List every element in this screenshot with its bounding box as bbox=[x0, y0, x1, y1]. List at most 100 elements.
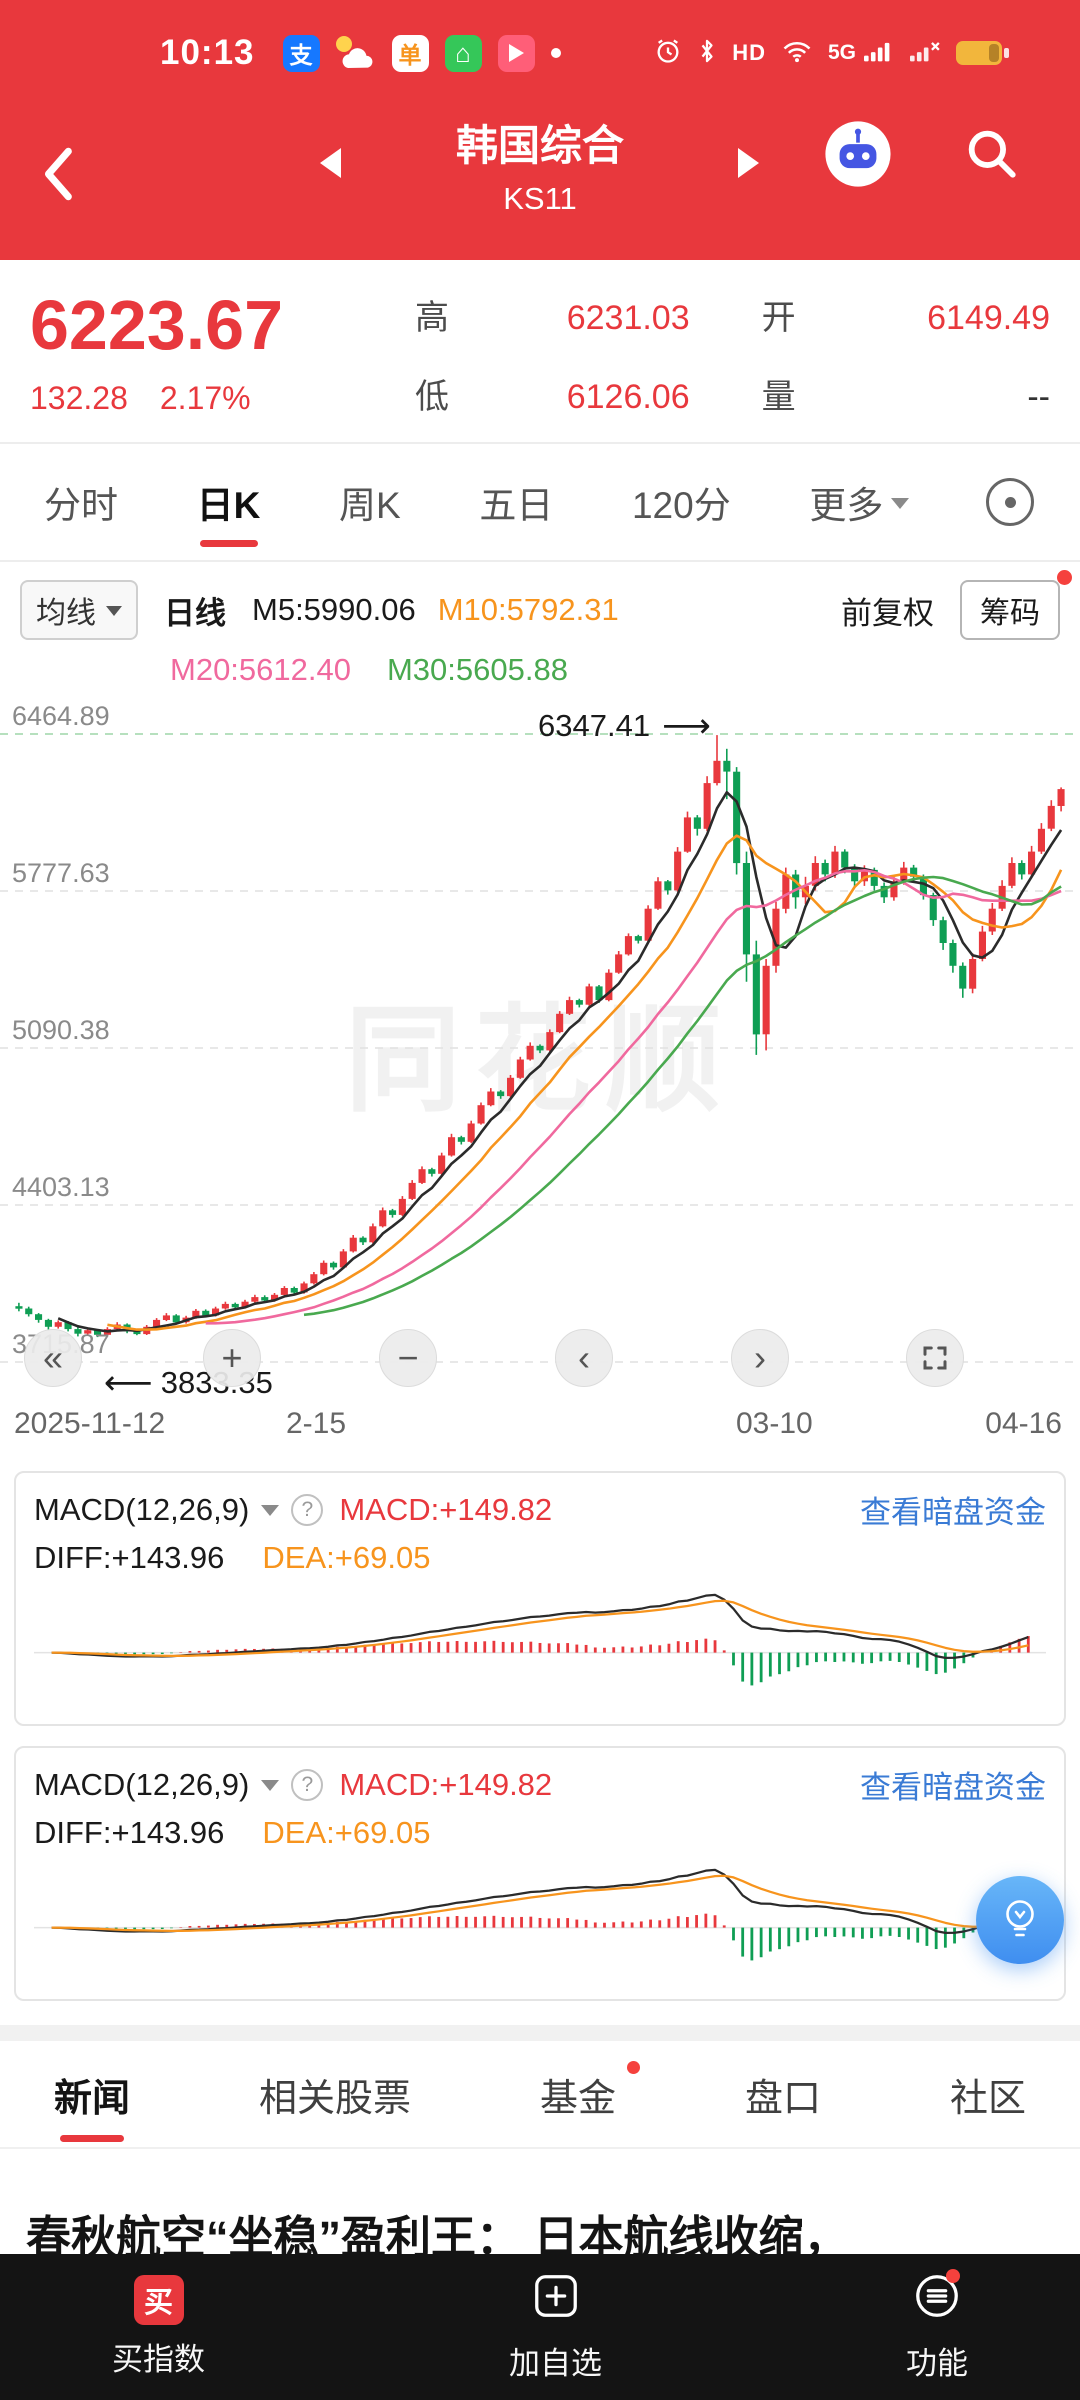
open-label: 开 bbox=[761, 299, 796, 337]
price-block: 6223.67 132.28 2.17% bbox=[30, 290, 375, 418]
period-tab-bar: 分时 日K 周K 五日 120分 更多 bbox=[0, 444, 1080, 560]
buy-index-button[interactable]: 买 买指数 bbox=[112, 2275, 205, 2379]
low-cell: 低 6126.06 bbox=[415, 369, 690, 418]
buy-index-label: 买指数 bbox=[112, 2342, 205, 2377]
ma5-value: M5:5990.06 bbox=[252, 592, 416, 627]
diff-value: DIFF:+143.96 bbox=[34, 1815, 225, 1850]
back-button[interactable] bbox=[40, 132, 96, 216]
pan-right-button[interactable]: › bbox=[731, 1329, 789, 1387]
tab-more[interactable]: 更多 bbox=[807, 467, 911, 537]
pan-left-button[interactable]: ‹ bbox=[555, 1329, 613, 1387]
tab-five-day[interactable]: 五日 bbox=[479, 485, 554, 526]
chips-button[interactable]: 筹码 bbox=[960, 580, 1060, 640]
menu-circle-icon bbox=[912, 2271, 962, 2329]
notification-dot-icon bbox=[1057, 570, 1072, 585]
help-icon[interactable]: ? bbox=[291, 1493, 324, 1526]
chart-header: 均线 日线 M5:5990.06 M10:5792.31 前复权 筹码 M20:… bbox=[0, 562, 1080, 698]
search-icon[interactable] bbox=[962, 124, 1020, 182]
dea-value: DEA:+69.05 bbox=[262, 1540, 431, 1575]
tab-minute[interactable]: 分时 bbox=[44, 485, 118, 526]
add-square-icon bbox=[531, 2271, 581, 2329]
indicator-name[interactable]: MACD(12,26,9) bbox=[34, 1491, 250, 1527]
notification-dot-icon bbox=[946, 2269, 960, 2283]
doc-app-icon: 单 bbox=[391, 34, 429, 72]
signal-sim2-no-service-icon bbox=[910, 39, 940, 68]
tab-news[interactable]: 新闻 bbox=[54, 2067, 130, 2122]
kline-chart[interactable]: 同花顺 6464.895777.635090.384403.133715.87 … bbox=[0, 698, 1080, 1403]
fullscreen-button[interactable] bbox=[906, 1329, 964, 1387]
bottom-nav-bar: 买 买指数 加自选 功能 bbox=[0, 2254, 1080, 2400]
high-cell: 高 6231.03 bbox=[415, 290, 690, 339]
arrow-right-icon: ⟶ bbox=[662, 707, 711, 745]
lightbulb-fab[interactable] bbox=[976, 1876, 1064, 1964]
ma10-value: M10:5792.31 bbox=[437, 592, 619, 627]
arrow-left-icon: ⟵ bbox=[104, 1364, 153, 1402]
adjust-mode-label[interactable]: 前复权 bbox=[841, 595, 934, 631]
svg-text:5777.63: 5777.63 bbox=[12, 858, 110, 888]
ma20-value: M20:5612.40 bbox=[170, 652, 351, 687]
change-percent: 2.17% bbox=[159, 380, 251, 416]
svg-text:6464.89: 6464.89 bbox=[12, 701, 110, 731]
chevron-down-icon bbox=[891, 497, 910, 518]
buy-icon: 买 bbox=[133, 2275, 184, 2325]
add-watchlist-button[interactable]: 加自选 bbox=[509, 2271, 602, 2383]
divider bbox=[0, 560, 1080, 562]
period-label: 日线 bbox=[164, 595, 226, 631]
volume-value: -- bbox=[1027, 378, 1050, 416]
x-axis-label: 03-10 bbox=[736, 1407, 813, 1440]
macd-svg[interactable] bbox=[34, 1580, 1046, 1720]
wifi-icon bbox=[782, 39, 812, 68]
bluetooth-icon bbox=[698, 38, 716, 69]
signal-bars-icon bbox=[864, 39, 894, 68]
stock-title-block: 韩国综合 KS11 bbox=[456, 112, 624, 217]
zoom-out-button[interactable]: − bbox=[379, 1329, 437, 1387]
section-divider bbox=[0, 2025, 1080, 2041]
status-bar: 10:13 支 单 ⌂ HD 5G bbox=[0, 0, 1080, 96]
macd-svg[interactable] bbox=[34, 1855, 1046, 1995]
tab-order-book[interactable]: 盘口 bbox=[744, 2077, 821, 2120]
tab-funds[interactable]: 基金 bbox=[539, 2060, 640, 2122]
functions-label: 功能 bbox=[906, 2346, 968, 2381]
chart-settings-icon[interactable] bbox=[986, 478, 1034, 526]
svg-text:4403.13: 4403.13 bbox=[12, 1172, 110, 1202]
tab-funds-label: 基金 bbox=[539, 2077, 616, 2120]
ma-selector-dropdown[interactable]: 均线 bbox=[20, 580, 138, 640]
dark-pool-funds-link[interactable]: 查看暗盘资金 bbox=[860, 1495, 1046, 1530]
red-header-area: 10:13 支 单 ⌂ HD 5G bbox=[0, 0, 1080, 260]
add-watchlist-label: 加自选 bbox=[509, 2346, 602, 2381]
home-app-icon: ⌂ bbox=[444, 34, 482, 72]
ai-assistant-button[interactable] bbox=[824, 120, 892, 188]
quote-grid: 高 6231.03 开 6149.49 低 6126.06 量 -- bbox=[415, 290, 1050, 418]
notification-icons: 支 单 ⌂ bbox=[282, 34, 561, 72]
next-stock-arrow-icon[interactable] bbox=[738, 148, 759, 178]
tab-weekly-k[interactable]: 周K bbox=[339, 485, 401, 526]
pan-start-button[interactable]: « bbox=[24, 1329, 82, 1387]
prev-stock-arrow-icon[interactable] bbox=[320, 148, 341, 178]
functions-button[interactable]: 功能 bbox=[906, 2269, 968, 2383]
tab-related-stocks[interactable]: 相关股票 bbox=[258, 2077, 411, 2120]
zoom-in-button[interactable]: + bbox=[203, 1329, 261, 1387]
macd-panel-1: MACD(12,26,9) ? MACD:+149.82 查看暗盘资金 DIFF… bbox=[14, 1471, 1066, 1726]
macd-panel-2: MACD(12,26,9) ? MACD:+149.82 查看暗盘资金 DIFF… bbox=[14, 1746, 1066, 2001]
tab-120min[interactable]: 120分 bbox=[631, 485, 731, 526]
low-value: 6126.06 bbox=[566, 378, 690, 416]
low-label: 低 bbox=[415, 378, 449, 416]
help-icon[interactable]: ? bbox=[291, 1768, 324, 1801]
x-axis: 2025-11-12 2-15 03-10 04-16 bbox=[0, 1403, 1080, 1451]
tab-daily-k[interactable]: 日K bbox=[195, 467, 263, 537]
dark-pool-funds-link[interactable]: 查看暗盘资金 bbox=[860, 1770, 1046, 1805]
tab-community[interactable]: 社区 bbox=[949, 2077, 1026, 2120]
macd-value: MACD:+149.82 bbox=[339, 1491, 553, 1527]
volume-label: 量 bbox=[761, 378, 796, 416]
change-value: 132.28 bbox=[30, 380, 128, 416]
quote-panel: 6223.67 132.28 2.17% 高 6231.03 开 6149.49… bbox=[0, 260, 1080, 442]
x-axis-label: 04-16 bbox=[985, 1407, 1062, 1440]
app-header: 韩国综合 KS11 bbox=[0, 96, 1080, 260]
price-change-row: 132.28 2.17% bbox=[30, 380, 375, 417]
high-value: 6231.03 bbox=[566, 299, 690, 337]
clock-time: 10:13 bbox=[160, 33, 255, 72]
video-app-icon bbox=[497, 34, 535, 72]
x-axis-label: 2025-11-12 bbox=[14, 1407, 166, 1440]
indicator-name[interactable]: MACD(12,26,9) bbox=[34, 1766, 250, 1802]
